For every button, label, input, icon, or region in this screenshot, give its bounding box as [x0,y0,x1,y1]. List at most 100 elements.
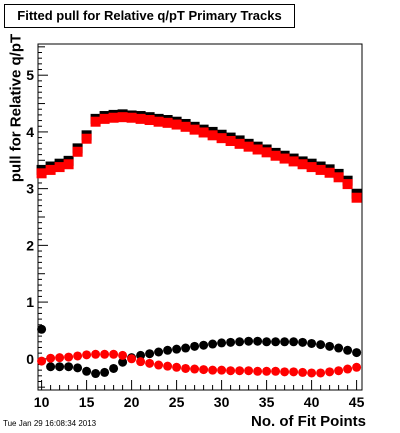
data-point-square [333,172,344,183]
data-point-circle [226,337,236,347]
data-point-circle [307,368,317,378]
data-point-square [36,168,47,179]
data-point-circle [262,337,272,347]
data-point-square [144,115,155,126]
data-point-circle [208,339,218,349]
data-point-circle [109,349,119,359]
y-tick-label: 2 [26,237,34,253]
x-tick-label: 10 [34,394,50,410]
y-tick-label: 0 [26,351,34,367]
data-point-circle [235,366,245,376]
data-point-circle [91,349,101,359]
data-point-circle [46,353,56,363]
data-point-circle [343,345,353,355]
data-point-circle [352,362,362,372]
data-point-circle [316,368,326,378]
data-point-circle [82,350,92,360]
data-point-circle [217,338,227,348]
data-point-circle [118,357,128,367]
data-point-square [234,138,245,149]
data-point-circle [82,366,92,376]
data-point-circle [271,366,281,376]
data-point-circle [163,345,173,355]
data-point-circle [118,350,128,360]
data-point-square [117,112,128,123]
data-point-circle [298,337,308,347]
data-point-circle [172,362,182,372]
data-point-square [180,121,191,132]
data-point-circle [199,365,209,375]
data-point-circle [253,336,263,346]
data-point-circle [244,336,254,346]
data-point-circle [91,369,101,379]
data-point-square [54,162,65,173]
data-point-square [270,150,281,161]
data-point-circle [217,365,227,375]
data-point-circle [316,340,326,350]
data-point-circle [100,349,110,359]
data-point-circle [334,366,344,376]
data-point-circle [289,367,299,377]
data-point-circle [172,344,182,354]
data-point-circle [37,324,47,334]
data-point-circle [136,350,146,360]
data-point-circle [145,358,155,368]
data-point-square [135,113,146,124]
data-point-square [171,119,182,130]
data-point-circle [307,338,317,348]
data-point-square [81,133,92,144]
data-point-square [162,117,173,128]
data-point-square [306,162,317,173]
data-point-circle [37,356,47,366]
data-point-circle [235,337,245,347]
y-tick-label: 5 [26,67,34,83]
data-point-circle [325,367,335,377]
data-point-circle [325,341,335,351]
data-point-square [45,164,56,175]
data-point-circle [181,363,191,373]
x-tick-label: 25 [169,394,185,410]
x-tick-label: 15 [79,394,95,410]
data-point-square [63,159,74,170]
data-point-circle [154,347,164,357]
data-point-circle [352,348,362,358]
data-point-circle [100,367,110,377]
data-point-circle [226,366,236,376]
data-point-circle [262,366,272,376]
data-point-square [315,164,326,175]
data-point-square [99,113,110,124]
x-tick-label: 35 [259,394,275,410]
x-tick-label: 45 [349,394,365,410]
data-point-circle [64,352,74,362]
data-point-circle [55,362,65,372]
data-point-circle [298,367,308,377]
data-point-square [72,146,83,157]
plot-frame [37,43,363,391]
data-point-circle [73,351,83,361]
data-point-circle [163,361,173,371]
x-tick-label: 20 [124,394,140,410]
data-point-circle [271,337,281,347]
data-point-circle [244,366,254,376]
data-point-circle [280,337,290,347]
x-axis-label: No. of Fit Points [251,413,366,430]
data-point-square [198,127,209,138]
data-point-square [252,144,263,155]
data-point-square [324,167,335,178]
x-tick-label: 40 [304,394,320,410]
data-point-square [288,156,299,167]
data-point-square [108,112,119,123]
data-point-circle [73,363,83,373]
data-point-circle [127,354,137,364]
data-point-circle [253,366,263,376]
y-tick-label: 3 [26,181,34,197]
data-point-square [261,147,272,158]
data-point-square [207,130,218,141]
data-point-circle [46,362,56,372]
data-point-square [153,116,164,127]
data-point-square [297,159,308,170]
data-point-circle [199,340,209,350]
data-point-circle [280,367,290,377]
y-tick-label: 1 [26,294,34,310]
